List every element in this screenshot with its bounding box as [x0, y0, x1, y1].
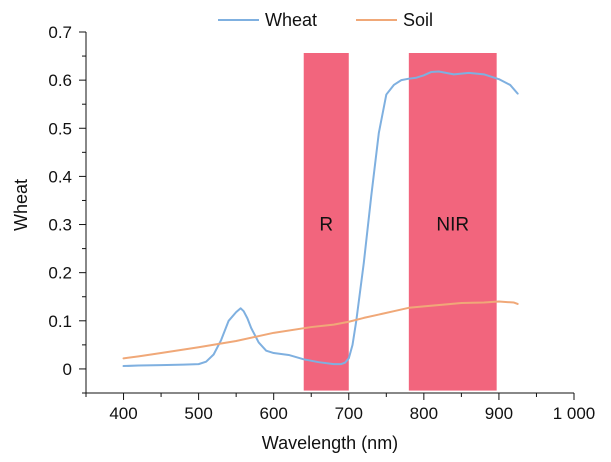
y-tick-label: 0.4: [48, 167, 72, 186]
x-tick-label: 500: [184, 404, 212, 423]
y-tick-label: 0.2: [48, 264, 72, 283]
band-layer: [303, 53, 497, 391]
band-label-layer: R NIR: [319, 215, 469, 236]
x-ticks: 400 500 600 700 800 900 1 000: [85, 393, 596, 423]
y-tick-label: 0.3: [48, 216, 72, 235]
y-tick-label: 0: [63, 360, 72, 379]
legend-label-soil: Soil: [403, 10, 433, 30]
x-tick-label: 600: [260, 404, 288, 423]
series-line-wheat: [122, 70, 519, 368]
band-r: [303, 53, 349, 391]
y-tick-label: 0.5: [48, 119, 72, 138]
band-label-r: R: [319, 215, 333, 236]
axes: [85, 32, 574, 394]
x-tick-label: 700: [335, 404, 363, 423]
x-tick-label: 900: [485, 404, 513, 423]
y-tick-label: 0.7: [48, 23, 72, 42]
series-line-soil: [122, 300, 519, 360]
band-label-nir: NIR: [436, 215, 469, 236]
y-tick-label: 0.1: [48, 312, 72, 331]
x-tick-label: 800: [410, 404, 438, 423]
legend-label-wheat: Wheat: [265, 10, 317, 30]
series-layer: [122, 70, 519, 368]
x-tick-label: 1 000: [553, 404, 596, 423]
legend: Wheat Soil: [218, 10, 433, 30]
y-axis-label: Wheat: [11, 179, 31, 231]
y-tick-label: 0.6: [48, 71, 72, 90]
x-axis-label: Wavelength (nm): [262, 433, 398, 453]
band-nir: [408, 53, 497, 391]
x-tick-label: 400: [109, 404, 137, 423]
y-ticks: 0 0.1 0.2 0.3 0.4 0.5 0.6 0.7: [48, 23, 86, 394]
